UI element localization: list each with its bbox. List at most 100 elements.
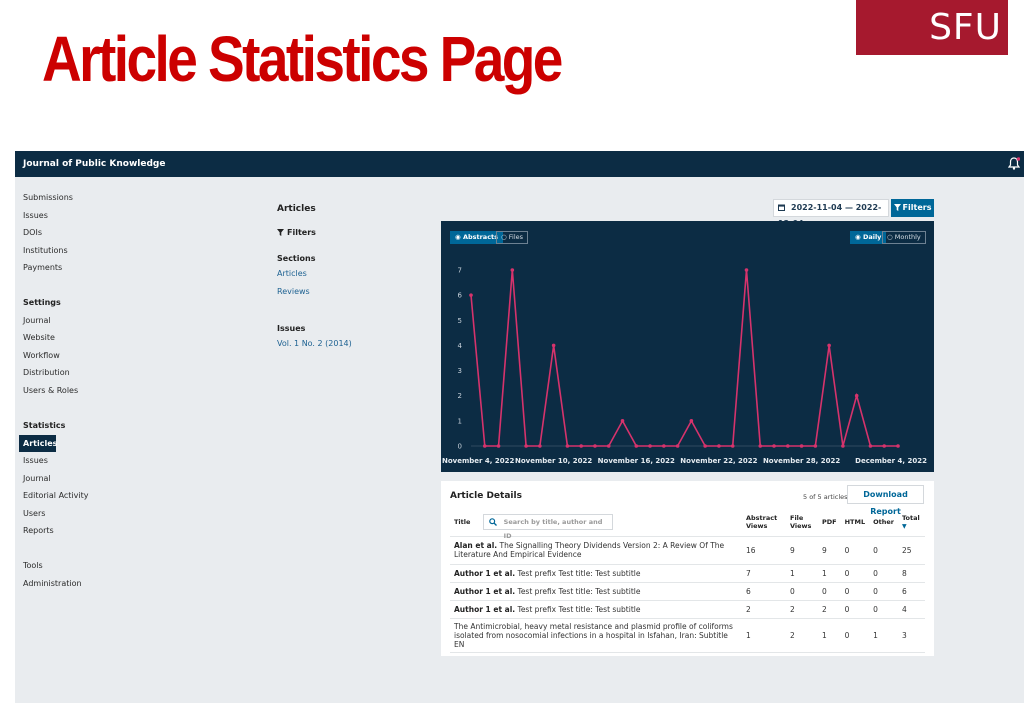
data-point[interactable]: [510, 268, 515, 272]
data-point[interactable]: [538, 444, 542, 448]
search-input[interactable]: Search by title, author and ID: [482, 513, 613, 540]
data-point[interactable]: [496, 444, 501, 448]
app-window: Journal of Public Knowledge Submissions …: [15, 151, 1024, 703]
col-pdf[interactable]: PDF: [818, 508, 841, 537]
cell-title[interactable]: Author 1 et al. Test prefix Test title: …: [450, 600, 742, 619]
line-chart: 0 1 2 3 4 5 6 7 November 4, 2022 November 10, 202…: [442, 267, 927, 466]
table-row[interactable]: Author 1 et al. Test prefix Test title: …: [450, 600, 925, 619]
data-point[interactable]: [868, 444, 873, 448]
data-point[interactable]: [758, 444, 763, 448]
nav-submissions[interactable]: Submissions: [23, 193, 73, 202]
data-point[interactable]: [772, 444, 776, 448]
data-point[interactable]: [524, 444, 528, 448]
nav-users-roles[interactable]: Users & Roles: [23, 386, 79, 395]
table-row[interactable]: Alan et al. The Signalling Theory Divide…: [450, 536, 925, 565]
nav-dois[interactable]: DOIs: [23, 228, 42, 237]
nav-settings-journal[interactable]: Journal: [23, 316, 51, 325]
col-total[interactable]: Total ▼: [897, 508, 925, 537]
sort-down-icon: ▼: [901, 522, 907, 530]
data-point[interactable]: [482, 444, 487, 448]
data-point[interactable]: [551, 343, 556, 348]
toggle-daily[interactable]: ◉ Daily: [850, 231, 887, 244]
filters-button[interactable]: Filters: [891, 199, 934, 217]
top-bar: Journal of Public Knowledge: [15, 151, 1024, 177]
data-point[interactable]: [565, 444, 570, 448]
nav-administration[interactable]: Administration: [23, 579, 82, 588]
issue-link[interactable]: Vol. 1 No. 2 (2014): [277, 339, 352, 348]
toggle-monthly[interactable]: ○ Monthly: [882, 231, 926, 244]
cell-html: 0: [840, 618, 870, 653]
data-point[interactable]: [620, 419, 625, 423]
calendar-icon: [778, 204, 785, 211]
data-point[interactable]: [799, 444, 804, 448]
nav-stats-issues[interactable]: Issues: [23, 456, 48, 465]
data-point[interactable]: [634, 444, 639, 448]
nav-payments[interactable]: Payments: [23, 263, 63, 272]
statistics-heading: Statistics: [23, 421, 66, 430]
slide-title: Article Statistics Page: [42, 23, 563, 95]
cell-html: 0: [840, 536, 870, 565]
nav-stats-journal[interactable]: Journal: [23, 474, 51, 483]
data-point[interactable]: [662, 444, 666, 448]
toggle-abstracts[interactable]: ◉ Abstracts: [450, 231, 504, 244]
data-point[interactable]: [786, 444, 790, 448]
data-point[interactable]: [854, 393, 859, 398]
issues-heading: Issues: [277, 324, 306, 333]
cell-other: 1: [869, 618, 898, 653]
cell-title[interactable]: Author 1 et al. Test prefix Test title: …: [450, 582, 742, 601]
col-file-views[interactable]: File Views: [786, 508, 818, 537]
nav-stats-articles[interactable]: Articles: [19, 435, 57, 452]
cell-title[interactable]: Alan et al. The Signalling Theory Divide…: [450, 536, 742, 565]
data-point[interactable]: [469, 293, 473, 297]
nav-distribution[interactable]: Distribution: [23, 368, 70, 377]
nav-tools[interactable]: Tools: [23, 561, 43, 570]
data-point[interactable]: [744, 268, 749, 272]
data-point[interactable]: [730, 444, 735, 448]
col-abstract-views[interactable]: Abstract Views: [742, 508, 786, 537]
data-point[interactable]: [813, 444, 818, 448]
nav-editorial-activity[interactable]: Editorial Activity: [23, 491, 89, 500]
bell-icon[interactable]: [1008, 157, 1020, 170]
nav-stats-users[interactable]: Users: [23, 509, 46, 518]
nav-institutions[interactable]: Institutions: [23, 246, 68, 255]
settings-heading: Settings: [23, 298, 61, 307]
filters-toggle[interactable]: Filters: [277, 228, 316, 237]
cell-file: 0: [786, 582, 818, 601]
data-point[interactable]: [703, 444, 707, 448]
data-point[interactable]: [896, 444, 900, 448]
cell-abstract: 6: [742, 582, 786, 601]
nav-website[interactable]: Website: [23, 333, 55, 342]
filters-button-label: Filters: [902, 203, 932, 212]
data-point[interactable]: [675, 444, 680, 448]
date-range-picker[interactable]: 2022-11-04 — 2022-12-04: [773, 199, 889, 228]
nav-reports[interactable]: Reports: [23, 526, 54, 535]
data-point[interactable]: [593, 444, 597, 448]
data-point[interactable]: [882, 444, 887, 448]
toggle-files[interactable]: ○ Files: [496, 231, 529, 244]
funnel-icon: [277, 229, 284, 236]
section-reviews-link[interactable]: Reviews: [277, 287, 310, 296]
data-point[interactable]: [689, 419, 694, 423]
cell-title[interactable]: Author 1 et al. Test prefix Test title: …: [450, 564, 742, 583]
table-row[interactable]: The Antimicrobial, heavy metal resistanc…: [450, 618, 925, 653]
table-row[interactable]: Author 1 et al. Test prefix Test title: …: [450, 564, 925, 583]
col-html[interactable]: HTML: [840, 508, 870, 537]
cell-title[interactable]: The Antimicrobial, heavy metal resistanc…: [450, 618, 742, 653]
article-details-panel: Article Details 5 of 5 articles Download…: [441, 481, 934, 656]
data-point[interactable]: [717, 444, 721, 448]
data-point[interactable]: [827, 343, 831, 348]
data-point[interactable]: [579, 444, 583, 448]
nav-workflow[interactable]: Workflow: [23, 351, 60, 360]
data-point[interactable]: [841, 444, 845, 448]
data-point[interactable]: [606, 444, 611, 448]
nav-issues[interactable]: Issues: [23, 211, 48, 220]
x-tick-label: November 22, 2022: [680, 457, 757, 465]
col-other[interactable]: Other: [869, 508, 898, 537]
data-point[interactable]: [648, 444, 652, 448]
table-row[interactable]: Author 1 et al. Test prefix Test title: …: [450, 582, 925, 601]
section-articles-link[interactable]: Articles: [277, 269, 307, 278]
y-tick-label: 1: [458, 417, 462, 425]
cell-article-title: Test prefix Test title: Test subtitle: [517, 604, 641, 614]
journal-title[interactable]: Journal of Public Knowledge: [23, 159, 166, 169]
download-report-button[interactable]: Download Report: [847, 485, 924, 516]
